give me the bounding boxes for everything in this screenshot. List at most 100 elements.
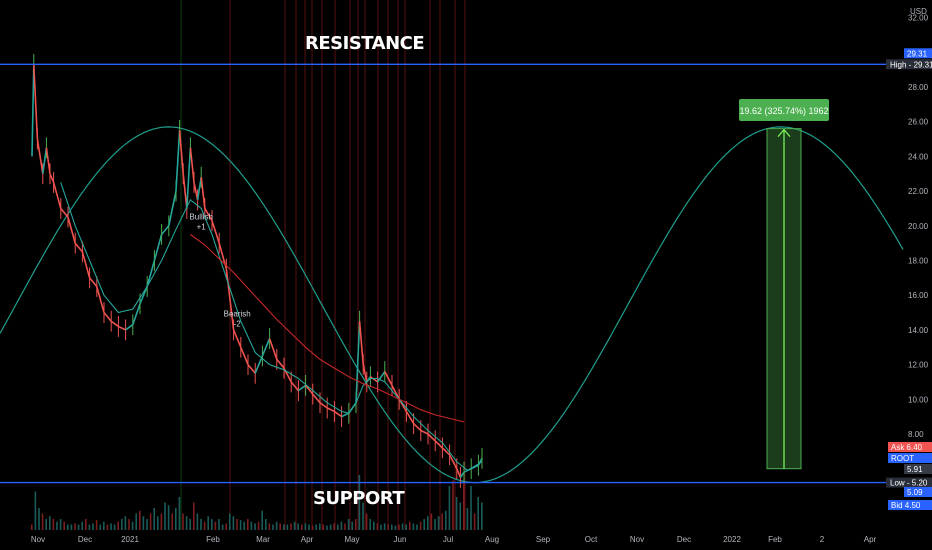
price-candle [45, 147, 51, 174]
volume-bar [38, 508, 40, 530]
volume-bar [452, 480, 454, 530]
volume-bar [448, 486, 451, 530]
price-candle [304, 384, 314, 395]
volume-bar [434, 519, 436, 530]
price-candle [290, 381, 300, 392]
price-candle [247, 364, 256, 374]
price-candle [459, 471, 465, 478]
volume-bar [153, 508, 155, 530]
volume-bar [178, 497, 181, 530]
price-candle [211, 220, 220, 244]
price-candle [376, 371, 386, 383]
x-tick-label: Feb [206, 535, 220, 544]
signal-label: Bearish [224, 309, 251, 318]
volume-bar [103, 521, 105, 530]
volume-bar [340, 521, 343, 530]
x-tick-label: Apr [301, 535, 314, 544]
price-tag-box [888, 500, 932, 510]
currency-label: USD [910, 7, 927, 16]
volume-bar [391, 524, 393, 530]
volume-bar [171, 513, 173, 530]
volume-bar [200, 519, 202, 530]
volume-bar [394, 525, 397, 530]
volume-bar [157, 516, 159, 530]
measure-arrowhead [777, 128, 791, 138]
volume-bar [113, 524, 116, 530]
price-candle [36, 138, 44, 174]
price-candle [333, 410, 343, 418]
price-tag-text: 29.31 [907, 49, 928, 58]
volume-bar [175, 508, 177, 530]
volume-bar [358, 475, 361, 530]
signal-bullish: Bullish+1 [189, 212, 213, 231]
volume-bar [311, 525, 314, 530]
x-tick-label: Oct [585, 535, 598, 544]
volume-bar [445, 510, 447, 530]
price-candle [139, 286, 148, 305]
volume-bar [304, 523, 307, 530]
price-candle [434, 440, 443, 449]
level-label-text: High - 29.31 [890, 60, 932, 69]
volume-bar [139, 510, 141, 530]
x-tick-label: Nov [31, 535, 45, 544]
price-candle [168, 190, 177, 226]
volume-bar [416, 524, 418, 530]
volume-bar [207, 516, 209, 530]
price-candle [49, 173, 55, 183]
volume-bar [41, 513, 44, 530]
y-tick-label: 8.00 [908, 430, 924, 439]
volume-bar [167, 505, 170, 530]
price-candle [146, 260, 156, 287]
price-tag-text: 5.09 [907, 488, 923, 497]
volume-bar [261, 510, 263, 530]
volume-bar [275, 521, 278, 530]
volume-bar [265, 519, 267, 530]
x-tick-label: May [344, 535, 359, 544]
level-label-box [886, 477, 932, 488]
price-candle [369, 376, 379, 383]
volume-bar [326, 525, 328, 530]
volume-bar [347, 519, 350, 530]
price-candle [254, 355, 264, 374]
y-tick-label: 24.00 [908, 152, 929, 161]
y-tick-label: 26.00 [908, 118, 929, 127]
x-tick-label: 2021 [121, 535, 139, 544]
volume-bar [239, 520, 242, 530]
price-candle [420, 429, 429, 435]
volume-bar [63, 521, 65, 530]
volume-bar [380, 524, 382, 530]
volume-bar [301, 524, 303, 530]
volume-bar [88, 524, 91, 530]
y-tick-label: 28.00 [908, 83, 929, 92]
price-candle [391, 385, 400, 400]
volume-bar [297, 523, 299, 530]
volume-bar [437, 516, 440, 530]
volume-bar [365, 513, 368, 530]
price-candle [67, 216, 76, 244]
price-candle [441, 447, 451, 456]
volume-bar [405, 524, 407, 530]
price-candle [33, 64, 39, 140]
price-tag-box [904, 464, 932, 474]
volume-bar [344, 523, 346, 530]
volume-bar [67, 524, 69, 530]
y-tick-label: 10.00 [908, 395, 929, 404]
volume-bar [128, 519, 130, 530]
volume-bar [412, 523, 415, 530]
volume-bar [376, 523, 379, 530]
volume-bar [34, 491, 37, 530]
cycle-curve [0, 126, 904, 484]
price-candle [200, 177, 206, 209]
volume-bar [131, 521, 134, 530]
price-candle [405, 411, 415, 424]
volume-bar [85, 519, 87, 530]
price-candle [96, 286, 105, 313]
signal-value: -2 [234, 319, 242, 328]
price-tag: 5.09 [904, 487, 932, 497]
volume-bar [481, 502, 483, 530]
price-candle [319, 402, 328, 409]
volume-bar [441, 513, 443, 530]
price-tag: Bid 4.50 [888, 500, 932, 510]
level-label-box [886, 59, 932, 70]
